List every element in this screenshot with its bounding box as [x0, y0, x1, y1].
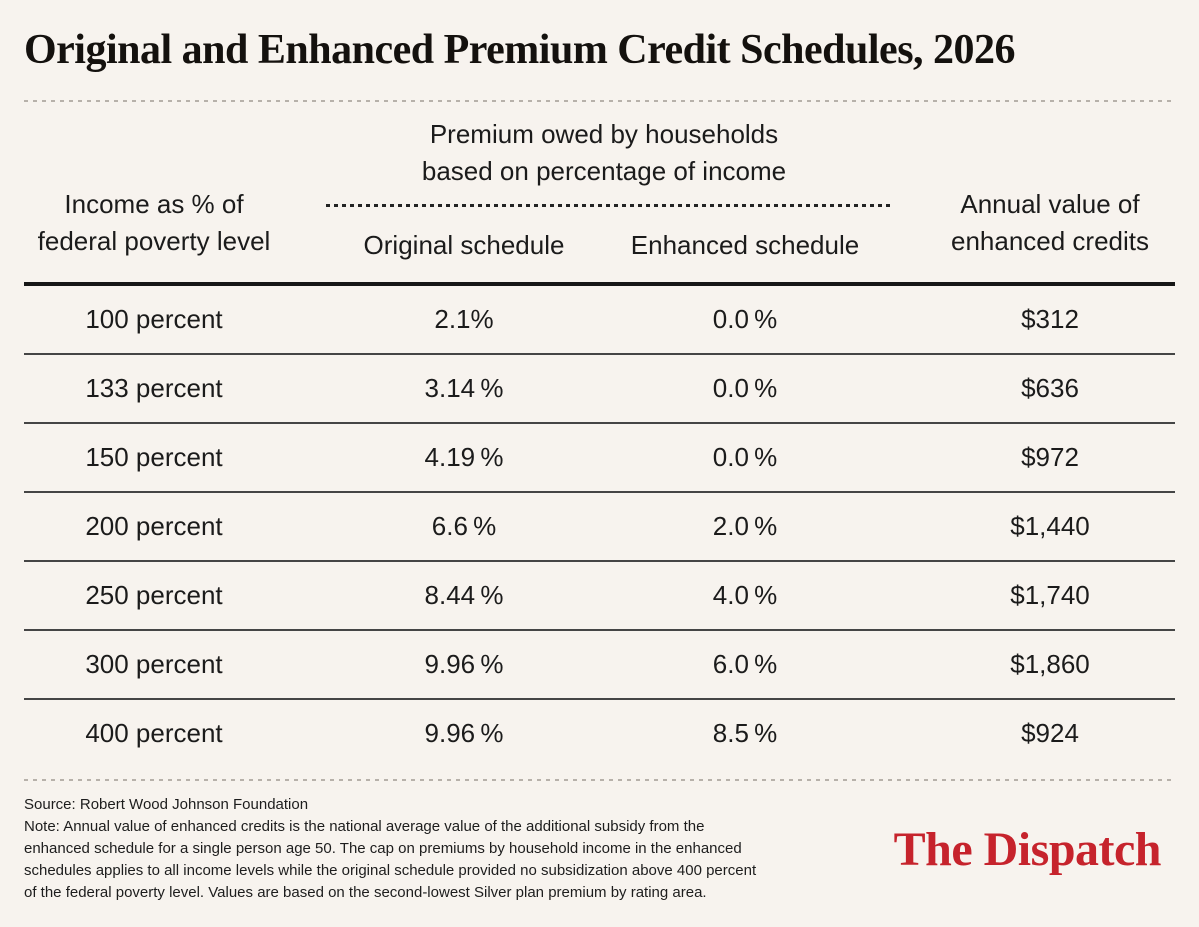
premium-group-header: Premium owed by households based on perc… — [300, 116, 894, 282]
enhanced-cell: 4.0 % — [712, 580, 778, 611]
enhanced-cell: 0.0 % — [712, 304, 778, 335]
original-cell: 9.96 % — [424, 649, 504, 680]
value-cell: $636 — [1021, 373, 1079, 404]
footer-divider — [24, 779, 1175, 782]
income-cell: 100 percent — [85, 304, 223, 335]
value-cell: $1,440 — [1010, 511, 1090, 542]
explanatory-note-line: enhanced schedule for a single person ag… — [24, 840, 742, 858]
original-cell: 3.14 % — [424, 373, 504, 404]
value-cell: $1,860 — [1010, 649, 1090, 680]
income-cell: 200 percent — [85, 511, 223, 542]
value-cell: $1,740 — [1010, 580, 1090, 611]
enhanced-schedule-header: Enhanced schedule — [630, 230, 860, 261]
enhanced-cell: 6.0 % — [712, 649, 778, 680]
source-note: Source: Robert Wood Johnson Foundation — [24, 796, 309, 814]
value-column-header: Annual value of enhanced credits — [950, 189, 1150, 257]
table-row: 150 percent 4.19 % 0.0 % $972 — [24, 422, 1175, 491]
schedule-column-headers: Original schedule Enhanced schedule — [300, 207, 880, 282]
table-row: 250 percent 8.44 % 4.0 % $1,740 — [24, 560, 1175, 629]
original-schedule-header: Original schedule — [363, 230, 565, 261]
value-cell: $972 — [1021, 442, 1079, 473]
page-title: Original and Enhanced Premium Credit Sch… — [24, 27, 1016, 73]
original-cell: 9.96 % — [424, 718, 504, 749]
table-row: 200 percent 6.6 % 2.0 % $1,440 — [24, 491, 1175, 560]
income-column-header: Income as % of federal poverty level — [37, 189, 271, 257]
table-row: 100 percent 2.1% 0.0 % $312 — [24, 286, 1175, 353]
income-cell: 250 percent — [85, 580, 223, 611]
original-cell: 4.19 % — [424, 442, 504, 473]
original-cell: 8.44 % — [424, 580, 504, 611]
table-row: 400 percent 9.96 % 8.5 % $924 — [24, 698, 1175, 767]
income-cell: 400 percent — [85, 718, 223, 749]
footer: Source: Robert Wood Johnson Foundation N… — [24, 794, 1175, 904]
dispatch-logo: The Dispatch — [893, 822, 1162, 876]
table-header: Income as % of federal poverty level Pre… — [24, 102, 1175, 287]
original-cell: 6.6 % — [431, 511, 497, 542]
original-cell: 2.1% — [434, 304, 494, 335]
enhanced-cell: 2.0 % — [712, 511, 778, 542]
enhanced-cell: 0.0 % — [712, 442, 778, 473]
value-cell: $312 — [1021, 304, 1079, 335]
premium-group-divider — [326, 204, 894, 208]
title-divider — [24, 100, 1175, 103]
explanatory-note-line: Note: Annual value of enhanced credits i… — [24, 818, 705, 836]
income-cell: 133 percent — [85, 373, 223, 404]
table-row: 300 percent 9.96 % 6.0 % $1,860 — [24, 629, 1175, 698]
income-cell: 300 percent — [85, 649, 223, 680]
footnotes: Source: Robert Wood Johnson Foundation N… — [24, 794, 859, 904]
table-body: 100 percent 2.1% 0.0 % $312 133 percent … — [24, 286, 1175, 767]
table-row: 133 percent 3.14 % 0.0 % $636 — [24, 353, 1175, 422]
enhanced-cell: 8.5 % — [712, 718, 778, 749]
premium-group-title: Premium owed by households based on perc… — [421, 119, 787, 187]
enhanced-cell: 0.0 % — [712, 373, 778, 404]
explanatory-note-line: schedules applies to all income levels w… — [24, 862, 757, 880]
value-cell: $924 — [1021, 718, 1079, 749]
income-cell: 150 percent — [85, 442, 223, 473]
explanatory-note-line: of the federal poverty level. Values are… — [24, 884, 707, 902]
